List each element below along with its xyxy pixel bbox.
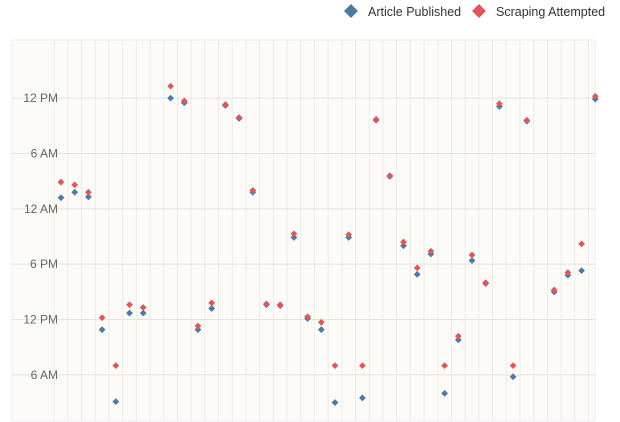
data-point-article-published[interactable] <box>509 373 517 381</box>
data-point-scraping-attempted[interactable] <box>222 101 229 108</box>
grid-layer <box>12 40 595 421</box>
data-point-scraping-attempted[interactable] <box>413 264 421 272</box>
data-point-article-published[interactable] <box>57 194 65 202</box>
y-tick-label: 6 AM <box>31 146 58 160</box>
data-point-article-published[interactable] <box>71 188 79 196</box>
data-point-scraping-attempted[interactable] <box>372 115 380 123</box>
data-point-article-published[interactable] <box>468 257 476 264</box>
data-point-article-published[interactable] <box>331 399 339 406</box>
data-point-scraping-attempted[interactable] <box>564 269 572 276</box>
legend-marker-article-published <box>344 4 358 18</box>
data-point-scraping-attempted[interactable] <box>167 82 174 90</box>
data-point-scraping-attempted[interactable] <box>523 116 531 124</box>
data-point-scraping-attempted[interactable] <box>263 300 270 308</box>
y-axis-ticks: 6 AM 12 PM 6 PM 12 AM 6 AM 12 PM <box>23 91 58 382</box>
data-point-scraping-attempted[interactable] <box>194 322 202 330</box>
data-point-scraping-attempted[interactable] <box>331 362 339 370</box>
data-point-scraping-attempted[interactable] <box>290 230 298 238</box>
points-layer <box>57 82 599 406</box>
data-point-scraping-attempted[interactable] <box>304 313 311 321</box>
data-point-article-published[interactable] <box>126 309 133 317</box>
legend: Article Published Scraping Attempted <box>344 4 605 19</box>
data-point-scraping-attempted[interactable] <box>482 279 490 287</box>
plot-area-background <box>11 39 596 422</box>
data-point-scraping-attempted[interactable] <box>71 181 79 189</box>
data-point-article-published[interactable] <box>413 270 421 278</box>
data-point-scraping-attempted[interactable] <box>276 301 284 309</box>
data-point-scraping-attempted[interactable] <box>509 362 517 370</box>
y-tick-label: 12 AM <box>24 202 58 216</box>
data-point-scraping-attempted[interactable] <box>126 301 133 309</box>
data-point-article-published[interactable] <box>317 326 325 334</box>
data-point-scraping-attempted[interactable] <box>139 304 147 311</box>
data-point-article-published[interactable] <box>208 305 216 312</box>
data-point-scraping-attempted[interactable] <box>180 97 188 105</box>
y-tick-label: 6 AM <box>31 368 58 382</box>
data-point-scraping-attempted[interactable] <box>57 178 65 186</box>
data-point-article-published[interactable] <box>85 193 92 201</box>
data-point-article-published[interactable] <box>194 326 202 334</box>
data-point-article-published[interactable] <box>112 398 120 406</box>
data-point-scraping-attempted[interactable] <box>235 114 243 121</box>
legend-label-article-published: Article Published <box>368 5 461 19</box>
data-point-article-published[interactable] <box>98 326 106 334</box>
data-point-scraping-attempted[interactable] <box>441 362 448 370</box>
data-point-scraping-attempted[interactable] <box>578 240 585 248</box>
data-point-scraping-attempted[interactable] <box>359 362 366 370</box>
data-point-scraping-attempted[interactable] <box>591 92 599 100</box>
data-point-scraping-attempted[interactable] <box>112 362 120 370</box>
legend-item-article-published[interactable]: Article Published <box>344 4 461 19</box>
data-point-scraping-attempted[interactable] <box>85 188 92 196</box>
data-point-scraping-attempted[interactable] <box>468 251 476 259</box>
data-point-scraping-attempted[interactable] <box>427 247 435 255</box>
y-tick-label: 6 PM <box>30 257 58 271</box>
y-tick-label: 12 PM <box>23 313 58 327</box>
data-point-scraping-attempted[interactable] <box>317 318 325 326</box>
data-point-article-published[interactable] <box>400 242 407 250</box>
legend-label-scraping-attempted: Scraping Attempted <box>496 5 605 19</box>
data-point-article-published[interactable] <box>359 394 366 402</box>
data-point-article-published[interactable] <box>290 234 298 241</box>
data-point-article-published[interactable] <box>578 267 585 275</box>
data-point-scraping-attempted[interactable] <box>550 286 558 294</box>
data-point-scraping-attempted[interactable] <box>496 100 503 108</box>
data-point-scraping-attempted[interactable] <box>345 231 353 239</box>
data-point-article-published[interactable] <box>454 336 462 344</box>
y-tick-label: 12 PM <box>23 91 58 105</box>
legend-marker-scraping-attempted <box>472 4 486 18</box>
data-point-scraping-attempted[interactable] <box>454 332 462 340</box>
data-point-scraping-attempted[interactable] <box>400 238 407 246</box>
data-point-scraping-attempted[interactable] <box>208 299 216 307</box>
data-point-article-published[interactable] <box>441 389 448 397</box>
data-point-article-published[interactable] <box>167 94 174 102</box>
legend-item-scraping-attempted[interactable]: Scraping Attempted <box>472 4 605 19</box>
data-point-scraping-attempted[interactable] <box>386 172 394 180</box>
data-point-scraping-attempted[interactable] <box>98 314 106 322</box>
data-point-scraping-attempted[interactable] <box>249 186 257 194</box>
data-point-article-published[interactable] <box>139 309 147 317</box>
